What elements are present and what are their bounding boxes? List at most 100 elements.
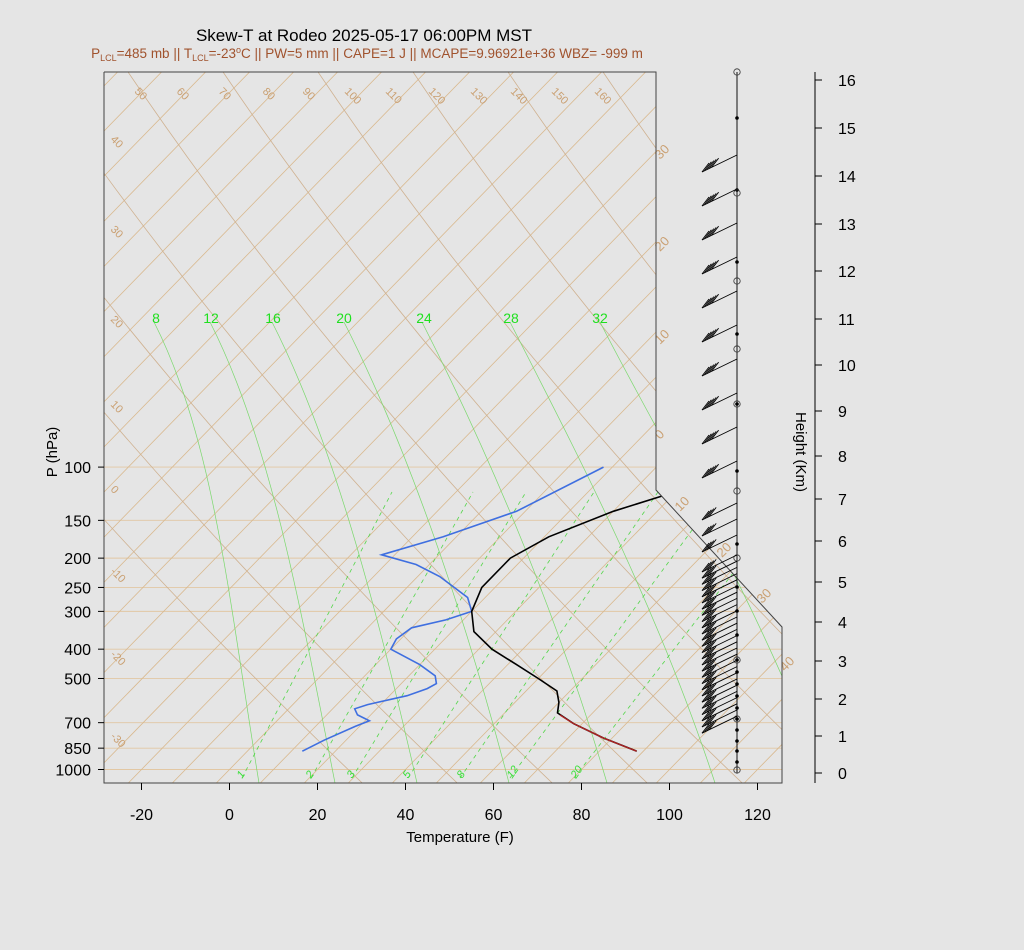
moist-adiabat bbox=[209, 321, 336, 783]
wind-barb bbox=[701, 715, 738, 734]
wind-barb bbox=[701, 597, 738, 616]
wind-barb bbox=[701, 358, 738, 377]
wind-barb bbox=[701, 290, 738, 309]
isotherm-label: 10 bbox=[652, 326, 673, 347]
y-tick-label: 700 bbox=[64, 716, 91, 733]
isotherm-line bbox=[700, 72, 782, 783]
wind-barb bbox=[701, 697, 738, 716]
isotherm-label: 0 bbox=[652, 426, 668, 442]
wind-calm-ring bbox=[733, 766, 741, 774]
wind-barb bbox=[701, 678, 738, 697]
height-tick-label: 0 bbox=[838, 766, 847, 783]
isotherm-label: 30 bbox=[108, 224, 125, 241]
height-axis-label: Height (Km) bbox=[792, 412, 809, 492]
wind-barb bbox=[701, 659, 738, 678]
wind-barb bbox=[701, 604, 738, 623]
isotherm-line bbox=[104, 72, 218, 783]
wind-barb bbox=[701, 635, 738, 654]
wind-barb bbox=[701, 616, 738, 635]
wind-barb bbox=[701, 534, 738, 553]
y-tick-label: 500 bbox=[64, 671, 91, 688]
wind-dot bbox=[735, 332, 739, 336]
wind-dot bbox=[735, 116, 739, 120]
wind-barb bbox=[701, 256, 738, 275]
isotherm-line bbox=[612, 72, 782, 783]
isotherm-label: 70 bbox=[216, 86, 233, 103]
wind-calm-ring bbox=[733, 345, 741, 353]
height-tick-label: 12 bbox=[838, 264, 856, 281]
wind-barb bbox=[701, 188, 738, 207]
wind-barb bbox=[701, 703, 738, 722]
y-tick-label: 300 bbox=[64, 604, 91, 621]
height-tick-label: 14 bbox=[838, 169, 856, 186]
isotherm-line bbox=[568, 72, 782, 783]
moist-adiabat bbox=[343, 321, 510, 783]
wind-dot bbox=[735, 694, 739, 698]
wind-calm-ring bbox=[733, 68, 741, 76]
wind-barb bbox=[701, 579, 738, 598]
height-tick-label: 15 bbox=[838, 121, 856, 138]
x-axis-label: Temperature (F) bbox=[406, 829, 514, 846]
height-tick-label: 5 bbox=[838, 575, 847, 592]
isotherm-label: 110 bbox=[383, 86, 404, 107]
isotherm-line bbox=[656, 72, 782, 783]
background-grid bbox=[104, 72, 782, 783]
moist-adiabat bbox=[271, 321, 418, 783]
mixing-ratio-label: 20 bbox=[568, 763, 586, 781]
isotherm-line bbox=[104, 72, 526, 783]
isotherm-line bbox=[216, 72, 782, 783]
isotherm-line bbox=[104, 72, 658, 783]
wind-dot bbox=[735, 739, 739, 743]
isotherm-label: 30 bbox=[652, 141, 673, 162]
wind-barb bbox=[701, 591, 738, 610]
isotherm-line bbox=[104, 72, 614, 783]
height-tick-label: 8 bbox=[838, 449, 847, 466]
dry-adiabat bbox=[104, 72, 571, 783]
isotherm-label: 100 bbox=[342, 86, 363, 107]
wind-barb bbox=[701, 666, 738, 685]
isotherm-label: 20 bbox=[714, 539, 735, 560]
isotherm-label: -10 bbox=[108, 566, 128, 586]
wind-barb bbox=[701, 573, 738, 592]
dry-adiabat bbox=[309, 72, 782, 783]
isotherm-line bbox=[348, 72, 782, 783]
wind-barb bbox=[701, 690, 738, 709]
x-tick-label: 60 bbox=[485, 807, 503, 824]
isotherm-label: 40 bbox=[108, 134, 125, 151]
wind-barb bbox=[701, 672, 738, 691]
wind-barb bbox=[701, 460, 738, 479]
height-tick-label: 10 bbox=[838, 358, 856, 375]
mixing-ratio-line bbox=[407, 491, 595, 779]
wind-barb bbox=[701, 653, 738, 672]
isotherm-label: 30 bbox=[754, 585, 775, 606]
y-tick-label: 850 bbox=[64, 741, 91, 758]
wind-barb bbox=[701, 628, 738, 647]
theta-label: 32 bbox=[592, 310, 608, 326]
wind-barb bbox=[701, 324, 738, 343]
height-tick-label: 13 bbox=[838, 217, 856, 234]
mixing-ratio-line bbox=[509, 491, 721, 779]
mixing-ratio-label: 12 bbox=[505, 764, 522, 781]
x-tick-label: 40 bbox=[397, 807, 415, 824]
wind-barb bbox=[701, 709, 738, 728]
theta-label: 24 bbox=[416, 310, 432, 326]
isotherm-label: 120 bbox=[426, 86, 447, 107]
moist-adiabat bbox=[509, 321, 716, 783]
wind-barb bbox=[701, 154, 738, 173]
height-tick-label: 7 bbox=[838, 492, 847, 509]
wind-calm-ring bbox=[733, 715, 741, 723]
wind-calm-ring bbox=[733, 487, 741, 495]
isotherm-label: 10 bbox=[108, 399, 125, 416]
wind-dot bbox=[735, 749, 739, 753]
wind-barb bbox=[701, 426, 738, 445]
isotherm-label: 20 bbox=[108, 314, 125, 331]
dry-adiabat bbox=[404, 72, 782, 783]
isotherm-line bbox=[104, 72, 702, 783]
wind-barb bbox=[701, 502, 738, 521]
dry-adiabat bbox=[119, 72, 761, 783]
chart-subtitle: PLCL=485 mb || TLCL=-23oC || PW=5 mm || … bbox=[91, 45, 643, 63]
isotherm-line bbox=[104, 72, 746, 783]
chart-title: Skew-T at Rodeo 2025-05-17 06:00PM MST bbox=[196, 26, 532, 45]
